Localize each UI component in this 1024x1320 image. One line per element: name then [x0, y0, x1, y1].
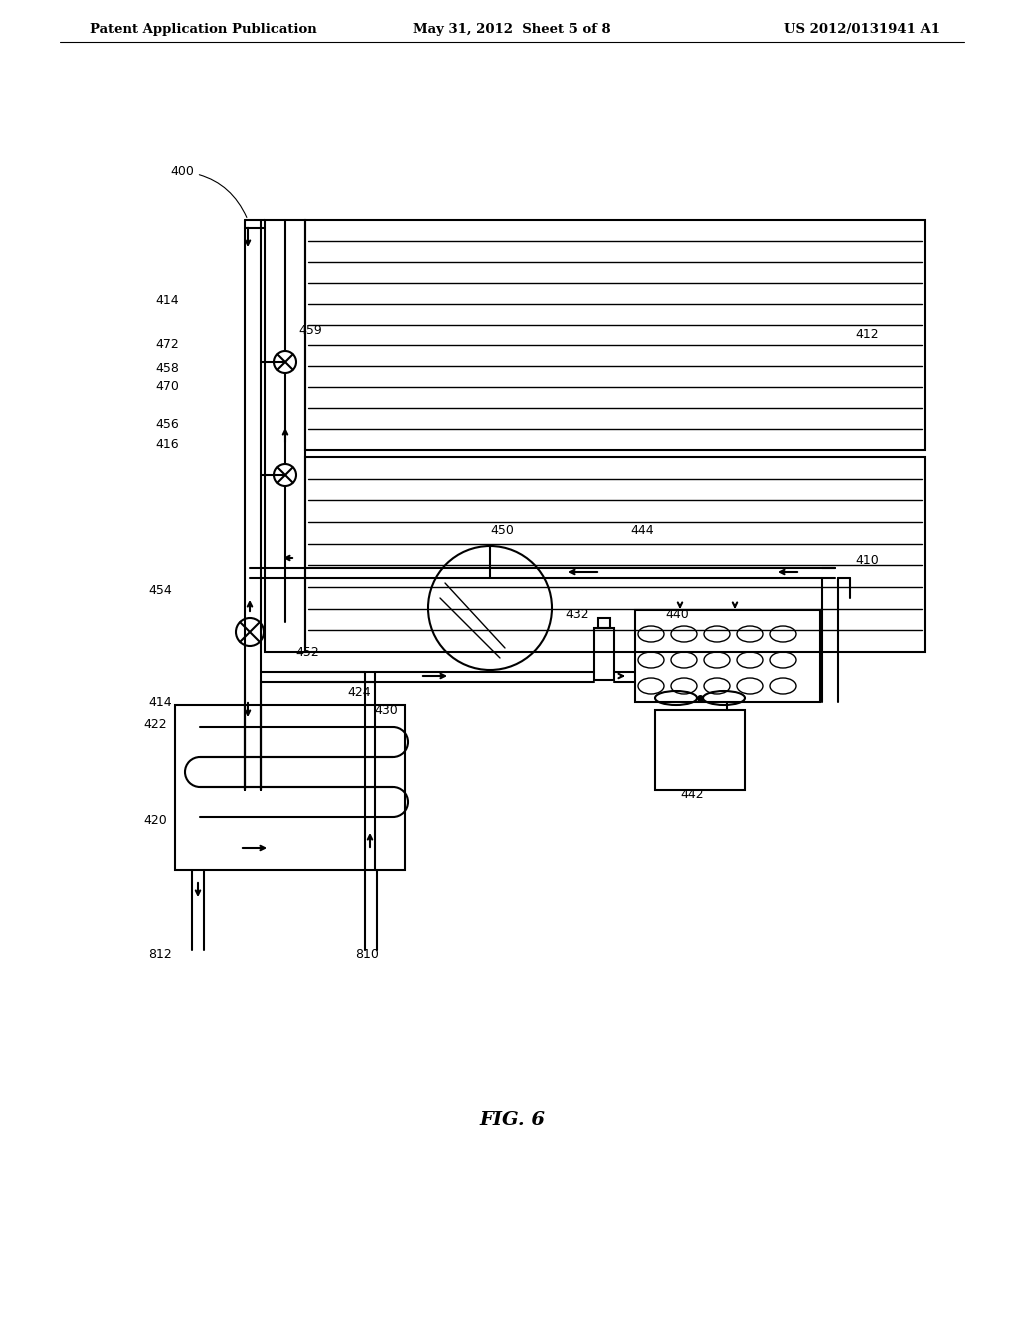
Text: 440: 440: [665, 609, 689, 622]
Text: 472: 472: [155, 338, 179, 351]
Text: Patent Application Publication: Patent Application Publication: [90, 24, 316, 37]
Text: 459: 459: [298, 323, 322, 337]
Text: 452: 452: [295, 645, 318, 659]
Text: 454: 454: [148, 583, 172, 597]
Text: 400: 400: [170, 165, 247, 218]
Bar: [594, 628, 614, 680]
Text: 458: 458: [155, 362, 179, 375]
Text: 414: 414: [148, 696, 172, 709]
Bar: [265, 220, 305, 652]
Bar: [305, 457, 925, 652]
Text: May 31, 2012  Sheet 5 of 8: May 31, 2012 Sheet 5 of 8: [414, 24, 610, 37]
Bar: [175, 705, 406, 870]
Text: 410: 410: [855, 553, 879, 566]
Text: 450: 450: [490, 524, 514, 536]
Text: 470: 470: [155, 380, 179, 393]
Bar: [598, 618, 610, 628]
Text: US 2012/0131941 A1: US 2012/0131941 A1: [784, 24, 940, 37]
Text: FIG. 6: FIG. 6: [479, 1111, 545, 1129]
Text: 812: 812: [148, 949, 172, 961]
Text: 430: 430: [374, 704, 397, 717]
Text: 422: 422: [143, 718, 167, 731]
Text: 420: 420: [143, 813, 167, 826]
Text: 432: 432: [565, 609, 589, 622]
Text: 424: 424: [347, 686, 371, 700]
Text: 456: 456: [155, 417, 179, 430]
Text: 442: 442: [680, 788, 703, 801]
Text: 810: 810: [355, 949, 379, 961]
Text: 444: 444: [630, 524, 653, 536]
Bar: [655, 710, 745, 789]
Bar: [635, 610, 820, 702]
Text: 416: 416: [155, 438, 178, 451]
Text: 412: 412: [855, 329, 879, 342]
Text: 414: 414: [155, 293, 178, 306]
Bar: [305, 220, 925, 450]
